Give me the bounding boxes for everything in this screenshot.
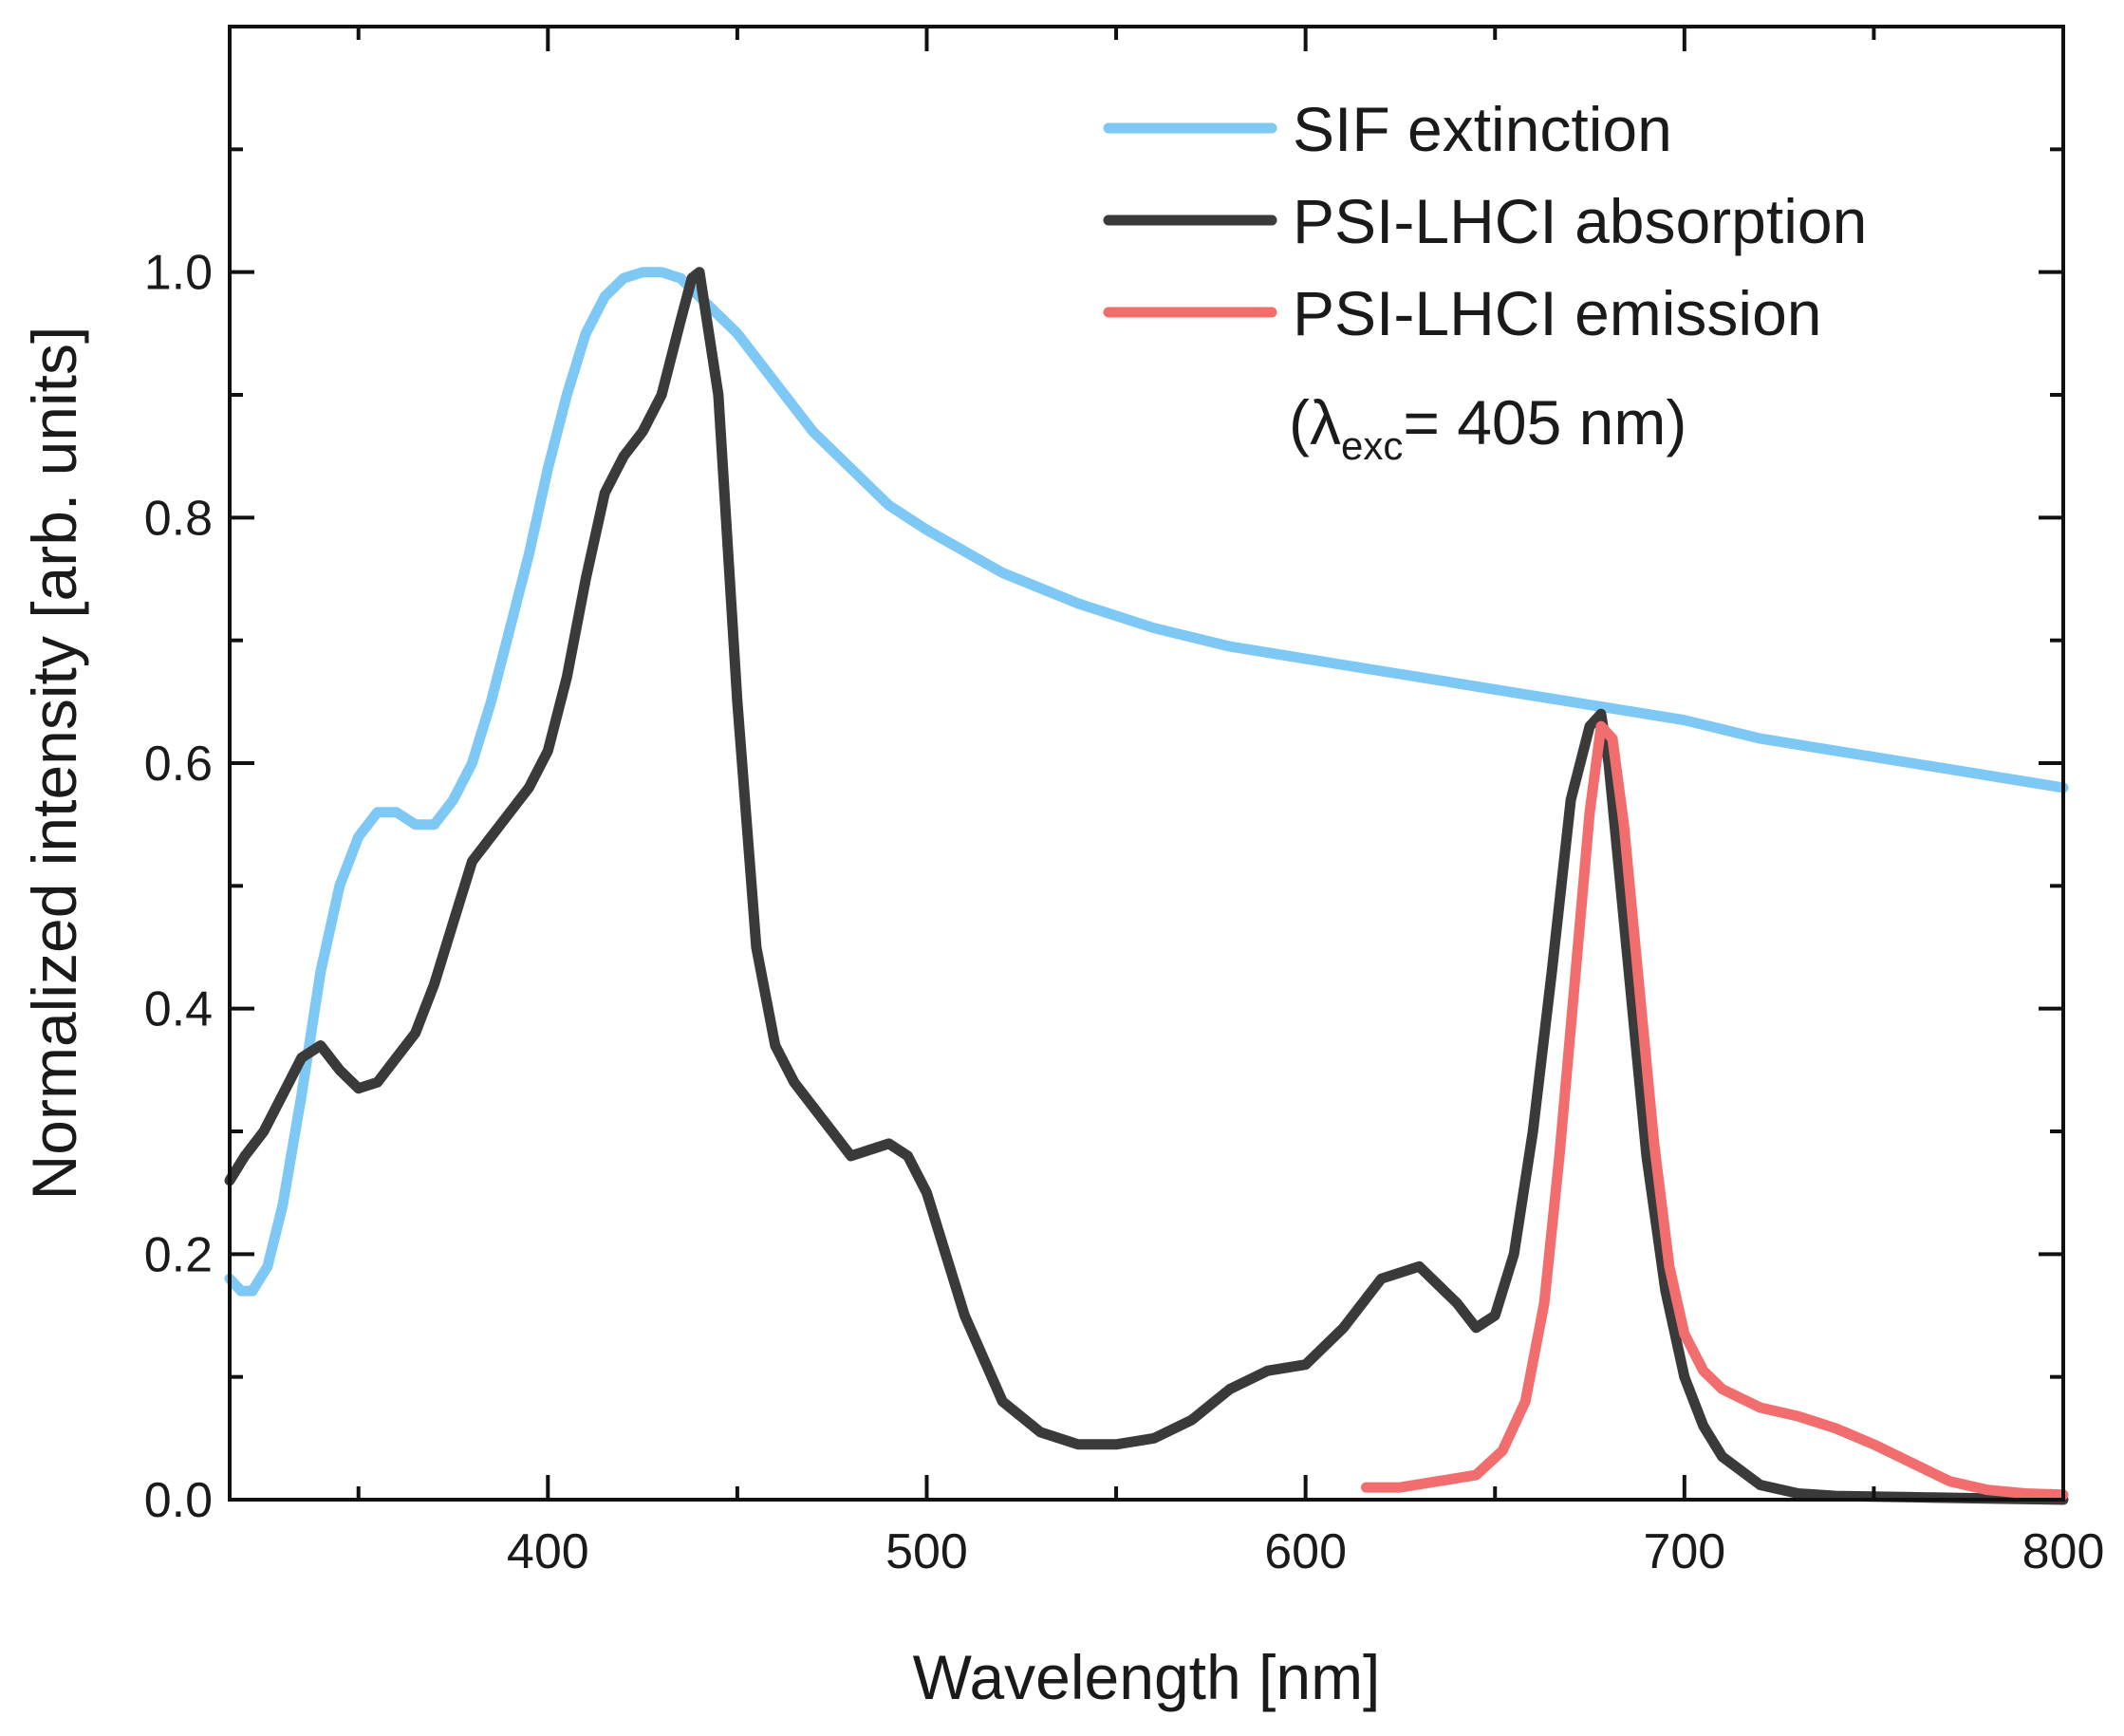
y-axis-label: Normalized intensity [arb. units] bbox=[19, 327, 89, 1201]
legend-note-suffix: = 405 nm) bbox=[1403, 387, 1686, 457]
legend: SIF extinction PSI-LHCI absorption PSI-LHC… bbox=[1103, 94, 1867, 348]
legend-note: (λexc= 405 nm) bbox=[1289, 387, 1686, 468]
legend-note-prefix: (λ bbox=[1289, 387, 1341, 457]
series-line-psi-lhci-absorption bbox=[224, 267, 2069, 1505]
series-line-psi-lhci-emission bbox=[1361, 720, 2069, 1501]
y-tick-label: 0.6 bbox=[144, 737, 213, 792]
y-tick-label: 1.0 bbox=[144, 246, 213, 301]
y-tick-label: 0.0 bbox=[144, 1473, 213, 1528]
x-tick-label: 600 bbox=[1264, 1524, 1347, 1579]
plot-frame bbox=[228, 25, 2065, 1502]
x-tick-label: 400 bbox=[507, 1524, 589, 1579]
legend-label-psi-lhci-absorption: PSI-LHCI absorption bbox=[1293, 186, 1867, 256]
legend-note-subscript: exc bbox=[1341, 423, 1403, 468]
series-line-sif-extinction bbox=[224, 267, 2069, 1297]
y-tick-label: 0.4 bbox=[144, 982, 213, 1037]
y-tick-label: 0.2 bbox=[144, 1227, 213, 1282]
x-tick-label: 800 bbox=[2022, 1524, 2105, 1579]
tick-layer: 400 500 600 700 800 0.0 0.2 0.4 0.6 0.8 1.0 bbox=[144, 25, 2105, 1579]
legend-label-sif-extinction: SIF extinction bbox=[1293, 94, 1672, 164]
series-layer bbox=[224, 267, 2069, 1505]
x-axis-label: Wavelength [nm] bbox=[913, 1642, 1381, 1712]
x-tick-label: 500 bbox=[885, 1524, 968, 1579]
y-tick-label: 0.8 bbox=[144, 491, 213, 546]
legend-label-psi-lhci-emission: PSI-LHCI emission bbox=[1293, 278, 1822, 348]
x-tick-label: 700 bbox=[1643, 1524, 1725, 1579]
